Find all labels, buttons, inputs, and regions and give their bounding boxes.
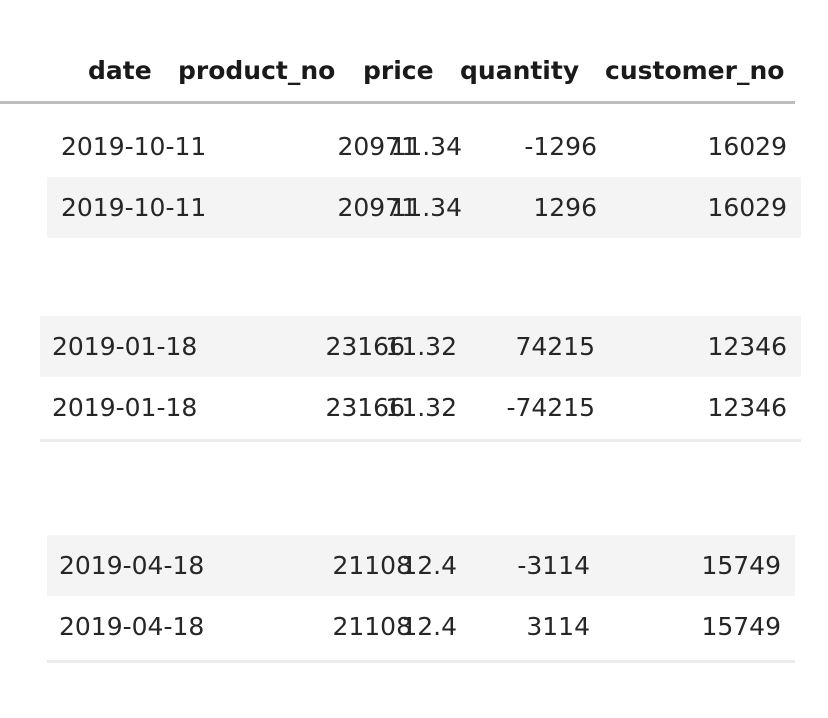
cell-product-no: 21108 xyxy=(332,612,412,641)
cell-quantity: -74215 xyxy=(506,393,595,422)
cell-product-no: 20971 xyxy=(337,193,417,222)
column-header-quantity: quantity xyxy=(460,56,580,85)
header-divider xyxy=(0,101,795,104)
cell-price: 11.34 xyxy=(390,132,462,161)
cell-date: 2019-10-11 xyxy=(61,132,207,161)
table-row: 2019-04-18 21108 12.4 3114 15749 xyxy=(47,596,795,657)
cell-date: 2019-04-18 xyxy=(59,551,205,580)
cell-date: 2019-01-18 xyxy=(52,332,198,361)
cell-quantity: 1296 xyxy=(533,193,597,222)
table-header: date product_no price quantity customer_… xyxy=(0,48,828,98)
table-row: 2019-01-18 23166 11.32 -74215 12346 xyxy=(40,377,801,438)
cell-quantity: -1296 xyxy=(524,132,597,161)
table-row: 2019-01-18 23166 11.32 74215 12346 xyxy=(40,316,801,377)
cell-price: 11.32 xyxy=(385,332,457,361)
column-header-customer-no: customer_no xyxy=(605,56,785,85)
column-header-price: price xyxy=(363,56,434,85)
cell-customer-no: 16029 xyxy=(707,193,787,222)
cell-quantity: 3114 xyxy=(526,612,590,641)
cell-date: 2019-10-11 xyxy=(61,193,207,222)
cell-customer-no: 15749 xyxy=(701,551,781,580)
cell-customer-no: 12346 xyxy=(707,393,787,422)
table-row: 2019-10-11 20971 11.34 1296 16029 xyxy=(47,177,801,238)
cell-date: 2019-04-18 xyxy=(59,612,205,641)
cell-product-no: 23166 xyxy=(325,393,405,422)
table-row: 2019-10-11 20971 11.34 -1296 16029 xyxy=(47,116,801,177)
column-header-date: date xyxy=(88,56,152,85)
cell-customer-no: 12346 xyxy=(707,332,787,361)
column-header-product-no: product_no xyxy=(178,56,336,85)
cell-product-no: 20971 xyxy=(337,132,417,161)
cell-quantity: 74215 xyxy=(515,332,595,361)
cell-price: 11.32 xyxy=(385,393,457,422)
group-divider xyxy=(47,660,795,663)
table-row: 2019-04-18 21108 12.4 -3114 15749 xyxy=(47,535,795,596)
cell-quantity: -3114 xyxy=(517,551,590,580)
cell-date: 2019-01-18 xyxy=(52,393,198,422)
cell-price: 12.4 xyxy=(401,551,457,580)
cell-product-no: 23166 xyxy=(325,332,405,361)
cell-customer-no: 16029 xyxy=(707,132,787,161)
cell-price: 11.34 xyxy=(390,193,462,222)
cell-price: 12.4 xyxy=(401,612,457,641)
group-divider xyxy=(40,439,801,442)
cell-customer-no: 15749 xyxy=(701,612,781,641)
cell-product-no: 21108 xyxy=(332,551,412,580)
